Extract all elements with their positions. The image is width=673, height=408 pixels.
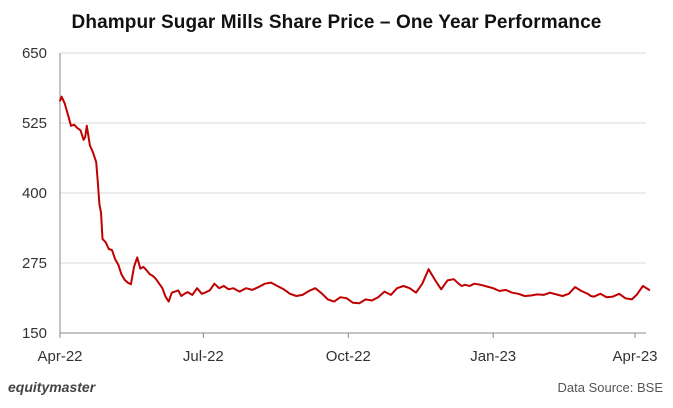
data-source: Data Source: BSE — [557, 380, 664, 395]
x-axis-ticks: Apr-22 Jul-22 Oct-22 Jan-23 Apr-23 — [37, 333, 658, 365]
y-tick-label: 400 — [22, 185, 47, 202]
price-line — [59, 95, 651, 305]
grid-lines — [59, 52, 646, 334]
x-tick-label: Apr-22 — [37, 348, 82, 365]
brand-logo-text: equitymaster — [8, 379, 96, 395]
y-tick-label: 525 — [22, 115, 47, 132]
x-tick-label: Jan-23 — [470, 348, 516, 365]
price-series — [59, 95, 651, 305]
y-tick-label: 650 — [22, 45, 47, 62]
x-tick-label: Jul-22 — [183, 348, 224, 365]
y-tick-label: 275 — [22, 255, 47, 272]
y-axis-ticks: 650 525 400 275 150 — [22, 45, 47, 342]
y-tick-label: 150 — [22, 325, 47, 342]
x-tick-label: Apr-23 — [612, 348, 657, 365]
x-tick-label: Oct-22 — [326, 348, 371, 365]
chart-title: Dhampur Sugar Mills Share Price – One Ye… — [71, 12, 602, 33]
